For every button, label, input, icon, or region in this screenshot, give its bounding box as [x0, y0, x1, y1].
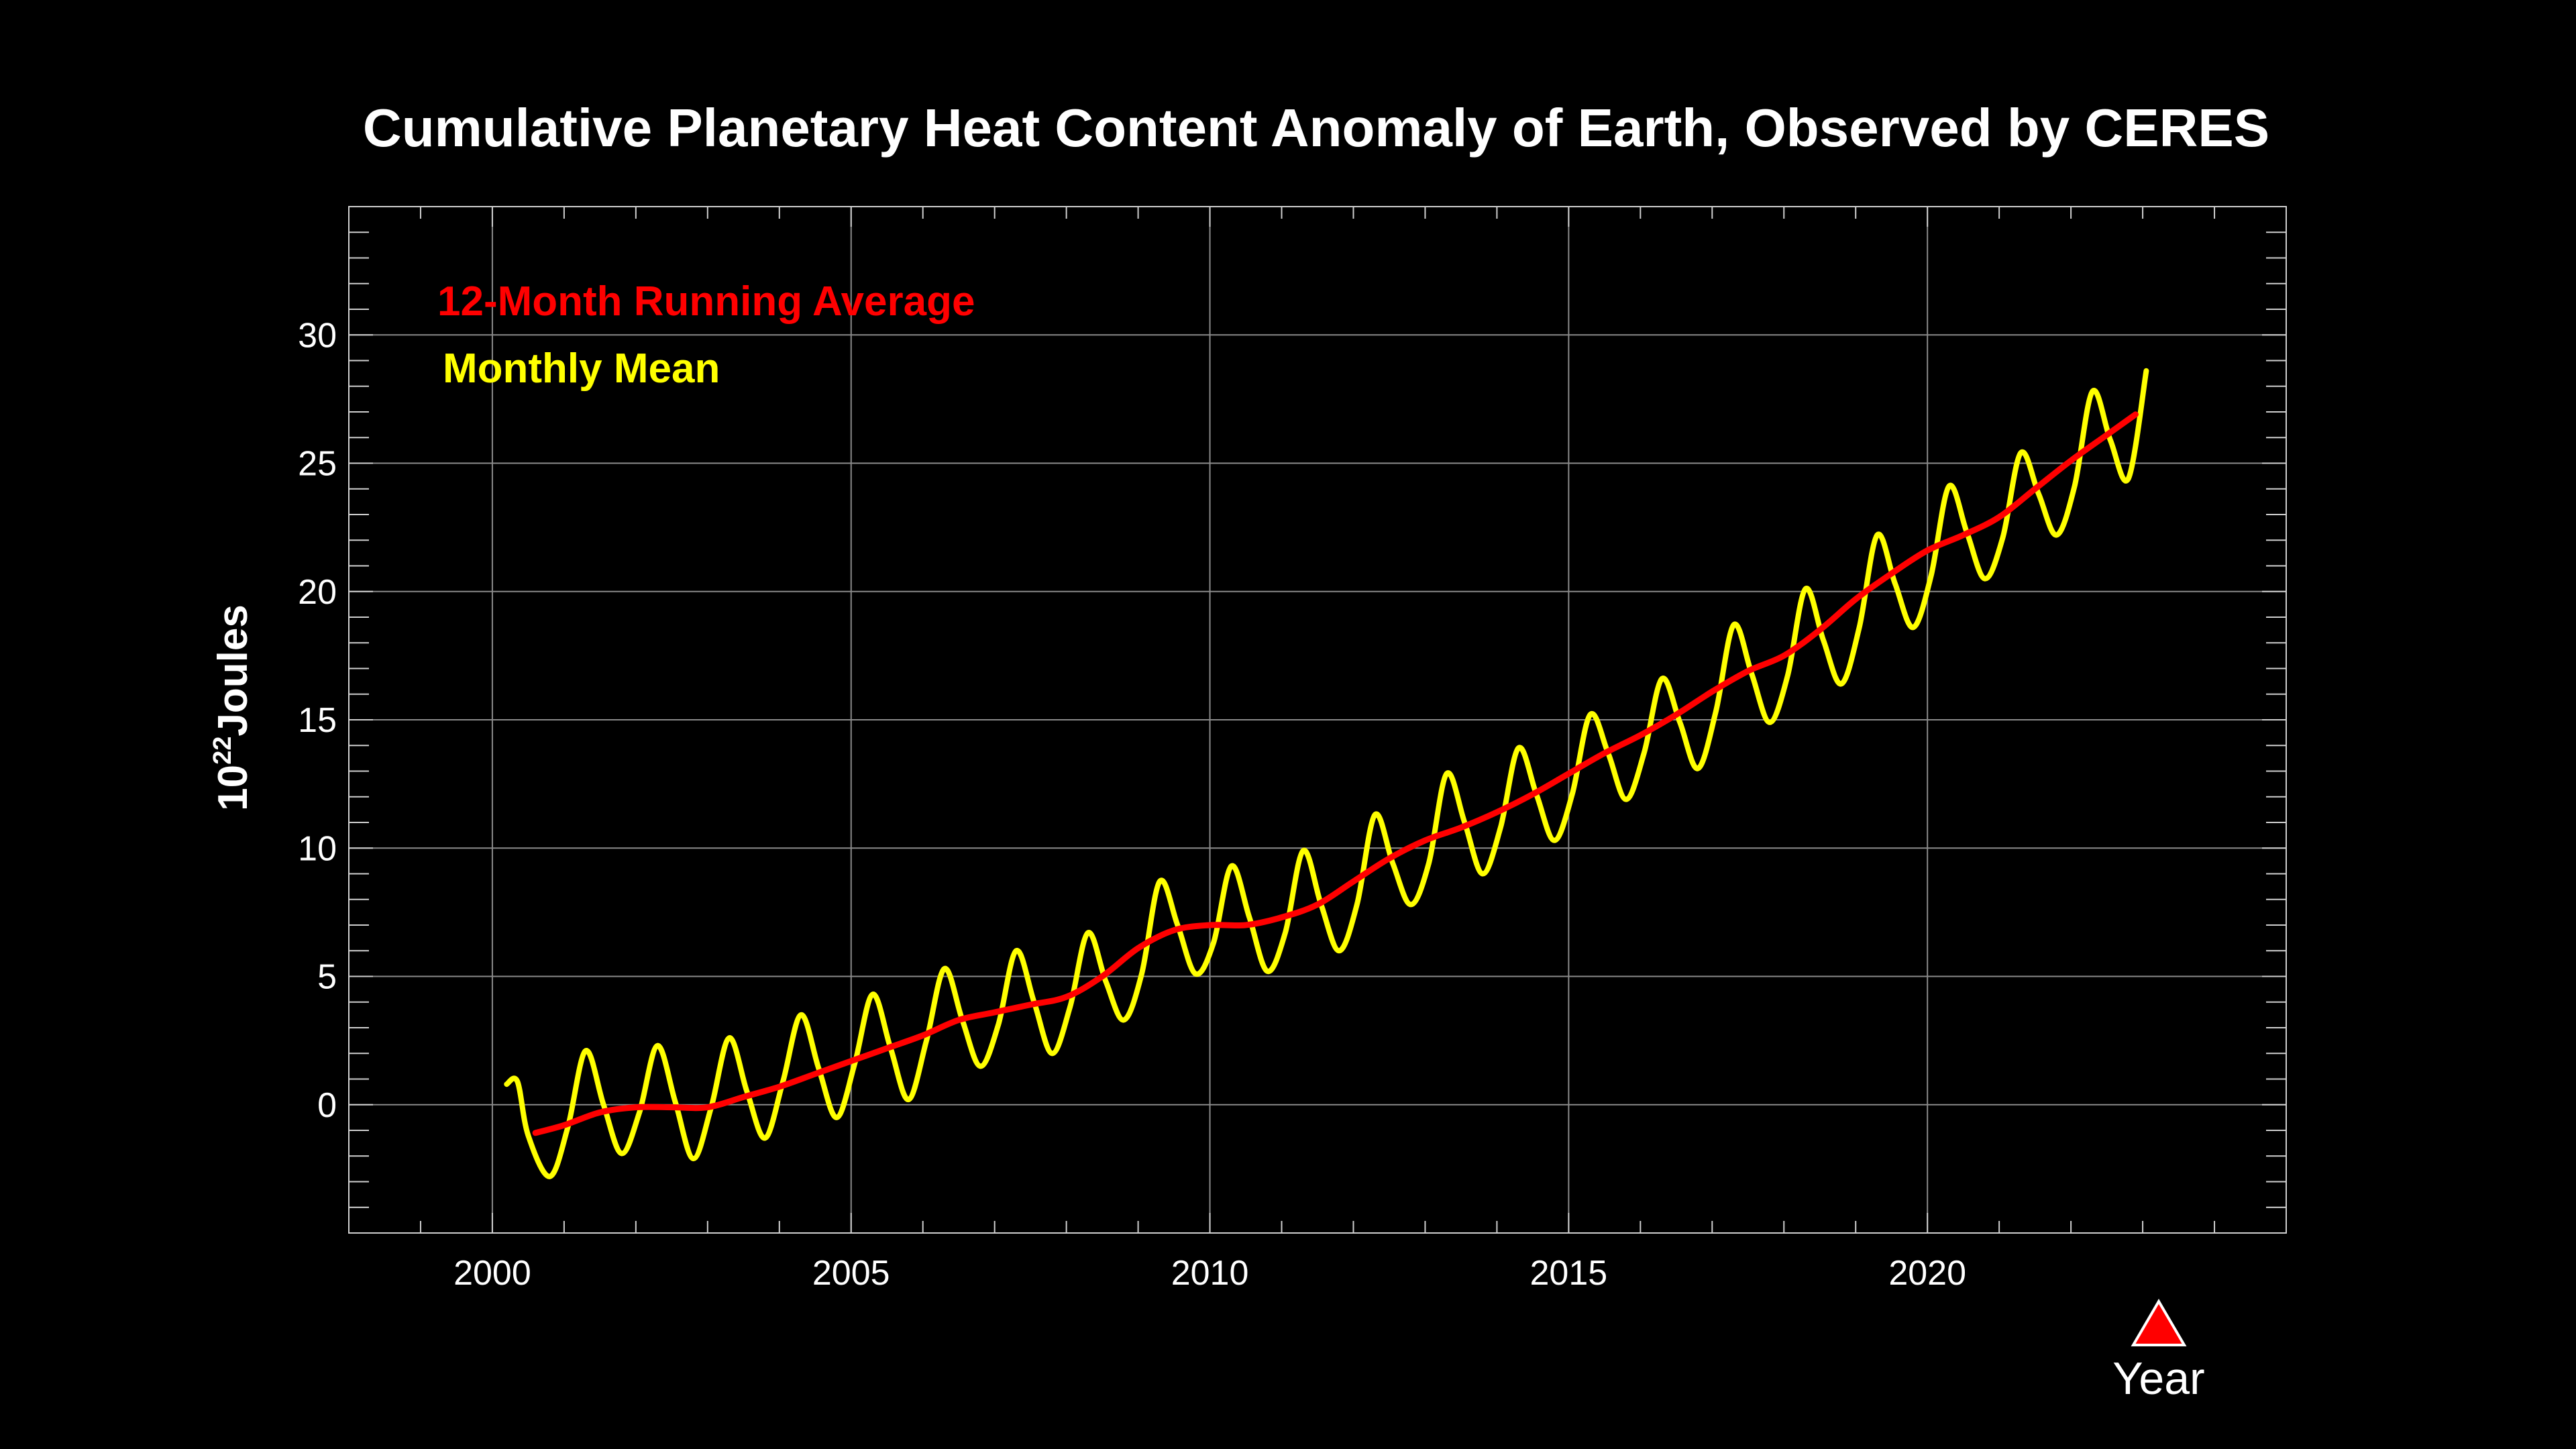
y-tick-labels: 0 5 10 15 20 25 30 — [298, 316, 337, 1125]
y-tick-label: 15 — [298, 701, 337, 740]
series-line-running-average — [532, 411, 2139, 1136]
y-tick-label: 10 — [298, 829, 337, 868]
legend-entry-monthly-mean: Monthly Mean — [443, 345, 720, 392]
series-layer — [504, 368, 2149, 1179]
y-axis-label-exponent: 22 — [209, 737, 237, 765]
y-axis-label-unit: Joules — [210, 604, 256, 736]
minor-ticks — [348, 206, 2287, 1234]
y-tick-label: 0 — [317, 1086, 337, 1125]
legend-entry-running-average: 12-Month Running Average — [437, 278, 975, 325]
y-tick-label: 30 — [298, 316, 337, 355]
series-line-monthly-mean — [504, 368, 2149, 1179]
x-axis-label: Year — [2112, 1353, 2204, 1404]
y-axis-label: 1022Joules — [209, 604, 256, 811]
x-tick-label: 2000 — [453, 1254, 531, 1293]
y-tick-label: 25 — [298, 445, 337, 484]
y-tick-label: 20 — [298, 573, 337, 612]
x-tick-label: 2020 — [1888, 1254, 1966, 1293]
year-marker-triangle-icon — [2131, 1299, 2187, 1346]
x-tick-label: 2010 — [1171, 1254, 1249, 1293]
x-tick-label: 2005 — [812, 1254, 890, 1293]
y-tick-label: 5 — [317, 958, 337, 997]
chart-title: Cumulative Planetary Heat Content Anomal… — [363, 98, 2269, 158]
y-axis-label-base: 10 — [210, 765, 256, 811]
x-tick-label: 2015 — [1530, 1254, 1608, 1293]
x-tick-labels: 2000 2005 2010 2015 2020 — [453, 1254, 1966, 1293]
